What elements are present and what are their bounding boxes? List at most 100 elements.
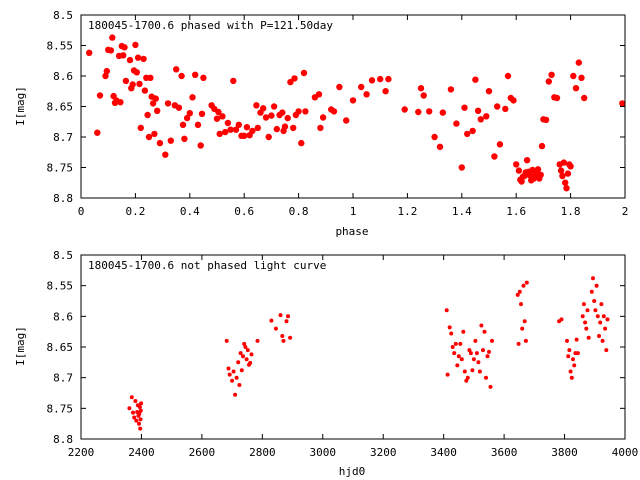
phased-data-point (553, 94, 561, 102)
unphased-data-point (137, 405, 142, 410)
phased-data-point (136, 80, 143, 88)
unphased-data-point (595, 314, 600, 319)
phased-data-point (290, 124, 297, 132)
phased-data-point (109, 34, 116, 41)
phased-data-point (253, 102, 260, 109)
unphased-data-point (581, 302, 586, 307)
phased-data-point (152, 95, 159, 102)
phased-x-tick-label: 0.2 (125, 205, 145, 218)
phased-data-point (336, 83, 343, 91)
phased-data-point (570, 72, 577, 80)
phased-data-point (575, 59, 582, 66)
unphased-data-point (131, 410, 135, 415)
phased-data-point (260, 105, 267, 112)
unphased-x-tick-label: 2800 (249, 446, 276, 459)
phased-data-point (96, 92, 104, 99)
phased-data-point (426, 108, 433, 115)
phased-x-tick-label: 1.8 (561, 205, 581, 218)
phased-data-point (578, 74, 585, 82)
unphased-data-point (245, 348, 250, 353)
unphased-data-point (129, 395, 134, 400)
phased-y-tick-label: 8.55 (47, 40, 74, 53)
phased-axis-ticks: 0 0.2 0.4 0.6 0.8 1 1.2 1.4 1.6 1.8 2 8.5 8.55 8.6 8.6… (47, 9, 629, 218)
phased-data-point (483, 113, 490, 120)
phased-data-points (86, 34, 626, 192)
phased-data-point (262, 114, 270, 121)
phased-data-point (164, 100, 172, 107)
unphased-data-point (566, 354, 571, 359)
phased-data-point (200, 74, 207, 82)
phased-data-point (268, 112, 275, 119)
phased-data-point (270, 103, 278, 110)
unphased-data-points (127, 276, 610, 431)
phased-x-tick-label: 0 (78, 205, 85, 218)
unphased-data-point (516, 341, 521, 346)
unphased-data-point (452, 351, 457, 356)
phased-data-point (117, 99, 124, 106)
unphased-data-point (249, 352, 254, 357)
unphased-data-point (445, 372, 450, 377)
unphased-data-point (465, 375, 470, 380)
phased-data-point (491, 153, 498, 160)
phased-data-point (510, 97, 517, 104)
phased-x-tick-label: 0.8 (289, 205, 309, 218)
phased-data-point (363, 91, 370, 98)
unphased-data-point (580, 314, 585, 319)
unphased-data-point (583, 320, 588, 325)
unphased-data-point (236, 360, 241, 365)
phased-data-point (281, 123, 289, 130)
phased-data-point (232, 126, 240, 133)
unphased-data-point (241, 354, 245, 359)
unphased-data-point (139, 401, 144, 406)
unphased-data-point (520, 326, 525, 331)
phased-data-point (581, 94, 588, 102)
unphased-data-point (467, 348, 472, 353)
phased-data-point (496, 141, 504, 148)
phased-data-point (518, 178, 525, 185)
phased-data-point (192, 71, 199, 79)
unphased-y-tick-label: 8.55 (47, 280, 74, 293)
phased-data-point (156, 139, 164, 147)
unphased-data-point (459, 357, 464, 362)
phased-y-tick-label: 8.5 (53, 9, 73, 22)
unphased-data-point (490, 338, 494, 343)
phased-data-point (542, 116, 550, 124)
unphased-data-point (585, 308, 590, 313)
unphased-data-point (575, 351, 580, 356)
unphased-plot-frame (80, 254, 626, 440)
phased-data-point (265, 133, 272, 141)
phased-data-point (534, 166, 542, 173)
phased-data-point (254, 124, 261, 132)
phased-data-point (560, 159, 567, 166)
unphased-data-point (477, 369, 482, 374)
phased-data-point (140, 55, 147, 63)
phased-data-point (186, 110, 193, 117)
unphased-data-point (127, 406, 132, 411)
unphased-data-point (458, 341, 463, 346)
phased-y-axis-label: I[mag] (14, 86, 27, 126)
unphased-x-tick-label: 4000 (612, 446, 639, 459)
phased-data-point (494, 103, 501, 110)
unphased-data-point (593, 308, 598, 313)
phased-data-point (243, 124, 251, 131)
unphased-x-tick-label: 3200 (370, 446, 397, 459)
phased-data-point (436, 143, 444, 150)
phased-data-point (368, 77, 376, 84)
phased-data-point (132, 41, 139, 49)
unphased-data-point (515, 292, 520, 297)
phased-y-tick-label: 8.8 (53, 192, 73, 205)
phased-data-point (194, 121, 202, 128)
unphased-data-point (248, 360, 253, 365)
unphased-data-point (449, 331, 454, 336)
unphased-data-point (461, 329, 466, 334)
phased-data-point (439, 109, 446, 116)
phased-x-tick-label: 1.2 (397, 205, 417, 218)
unphased-data-point (487, 349, 491, 354)
unphased-data-point (226, 366, 231, 371)
unphased-y-tick-label: 8.75 (47, 402, 74, 415)
phased-y-tick-label: 8.6 (53, 70, 73, 83)
unphased-data-point (450, 345, 455, 349)
unphased-axis-ticks: 2200 2400 2600 2800 3000 3200 3400 3600 3800 4000… (47, 249, 639, 459)
unphased-data-point (476, 360, 481, 365)
